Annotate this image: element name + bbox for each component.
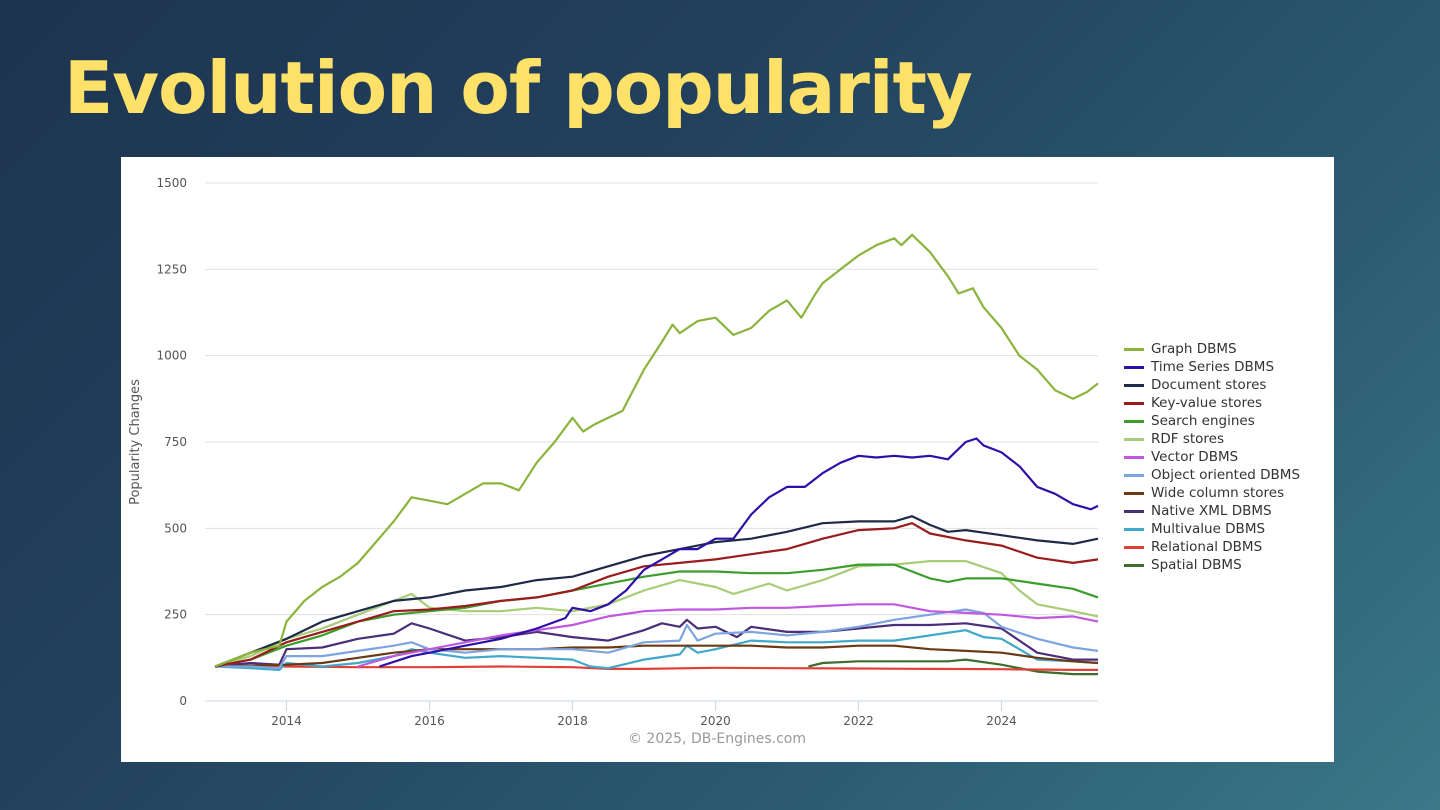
gridlines — [205, 182, 1098, 702]
y-tick-label: 500 — [164, 521, 187, 535]
y-tick-label: 750 — [164, 435, 187, 449]
series-line-document-stores[interactable] — [214, 515, 1099, 668]
x-tick-label: 2024 — [986, 714, 1017, 728]
legend-item-object-oriented-dbms[interactable]: Object oriented DBMS — [1124, 466, 1334, 484]
series-line-native-xml-dbms[interactable] — [214, 618, 1098, 668]
legend-item-native-xml-dbms[interactable]: Native XML DBMS — [1124, 502, 1334, 520]
legend-item-vector-dbms[interactable]: Vector DBMS — [1124, 448, 1334, 466]
legend-label: Wide column stores — [1151, 485, 1285, 501]
legend-item-spatial-dbms[interactable]: Spatial DBMS — [1124, 556, 1334, 574]
legend-swatch — [1124, 563, 1144, 567]
x-tick-label: 2014 — [271, 714, 302, 728]
legend-item-document-stores[interactable]: Document stores — [1124, 376, 1334, 394]
y-axis-ticks: 0 250 500 750 1000 1250 1500 — [156, 176, 187, 708]
x-tick-label: 2016 — [414, 714, 445, 728]
legend-item-multivalue-dbms[interactable]: Multivalue DBMS — [1124, 520, 1334, 538]
series-line-spatial-dbms[interactable] — [808, 658, 1098, 676]
legend-label: Multivalue DBMS — [1151, 521, 1266, 537]
series-line-time-series-dbms[interactable] — [379, 437, 1099, 668]
legend-swatch — [1124, 437, 1144, 441]
series-line-relational-dbms[interactable] — [215, 665, 1098, 672]
legend-item-key-value-stores[interactable]: Key-value stores — [1124, 394, 1334, 412]
series-line-key-value-stores[interactable] — [214, 522, 1099, 668]
legend-label: Vector DBMS — [1151, 449, 1239, 465]
legend-label: Native XML DBMS — [1151, 503, 1272, 519]
series-lines — [214, 233, 1099, 676]
legend-swatch — [1124, 527, 1144, 531]
series-line-object-oriented-dbms[interactable] — [215, 608, 1099, 670]
legend-item-search-engines[interactable]: Search engines — [1124, 412, 1334, 430]
legend-label: Search engines — [1151, 413, 1255, 429]
legend-swatch — [1124, 401, 1144, 405]
legend-label: Relational DBMS — [1151, 539, 1263, 555]
series-line-search-engines[interactable] — [214, 563, 1099, 668]
series-line-vector-dbms[interactable] — [357, 603, 1099, 668]
series-line-graph-dbms[interactable] — [214, 233, 1099, 668]
legend-item-rdf-stores[interactable]: RDF stores — [1124, 430, 1334, 448]
series-line-multivalue-dbms[interactable] — [214, 629, 1099, 672]
legend-swatch — [1124, 365, 1144, 369]
legend-swatch — [1124, 473, 1144, 477]
y-tick-label: 0 — [179, 694, 187, 708]
legend-label: Graph DBMS — [1151, 341, 1237, 357]
chart-card: 0 250 500 750 1000 1250 1500 2014 2016 2018 2020 2… — [121, 157, 1334, 762]
x-tick-label: 2022 — [843, 714, 874, 728]
legend-swatch — [1124, 545, 1144, 549]
legend-label: Object oriented DBMS — [1151, 467, 1301, 483]
y-tick-label: 1500 — [156, 176, 187, 190]
series-line-rdf-stores[interactable] — [214, 560, 1099, 668]
x-tick-label: 2018 — [557, 714, 588, 728]
x-tick-label: 2020 — [700, 714, 731, 728]
chart-legend: Graph DBMS Time Series DBMS Document store… — [1124, 340, 1334, 574]
legend-item-relational-dbms[interactable]: Relational DBMS — [1124, 538, 1334, 556]
y-tick-label: 1250 — [156, 262, 187, 276]
legend-swatch — [1124, 455, 1144, 459]
legend-swatch — [1124, 509, 1144, 513]
y-tick-label: 250 — [164, 608, 187, 622]
legend-item-time-series-dbms[interactable]: Time Series DBMS — [1124, 358, 1334, 376]
legend-item-graph-dbms[interactable]: Graph DBMS — [1124, 340, 1334, 358]
legend-label: Key-value stores — [1151, 395, 1263, 411]
legend-swatch — [1124, 491, 1144, 495]
legend-label: RDF stores — [1151, 431, 1225, 447]
legend-label: Document stores — [1151, 377, 1267, 393]
legend-item-wide-column-stores[interactable]: Wide column stores — [1124, 484, 1334, 502]
y-axis-label: Popularity Changes — [128, 379, 143, 505]
legend-swatch — [1124, 419, 1144, 423]
slide-title: Evolution of popularity — [64, 46, 973, 130]
x-axis: 2014 2016 2018 2020 2022 2024 — [271, 701, 1017, 728]
legend-label: Time Series DBMS — [1151, 359, 1275, 375]
legend-swatch — [1124, 383, 1144, 387]
legend-label: Spatial DBMS — [1151, 557, 1242, 573]
y-tick-label: 1000 — [156, 349, 187, 363]
series-line-wide-column-stores[interactable] — [214, 644, 1099, 668]
legend-swatch — [1124, 347, 1144, 351]
chart-credit[interactable]: © 2025, DB-Engines.com — [628, 731, 806, 747]
